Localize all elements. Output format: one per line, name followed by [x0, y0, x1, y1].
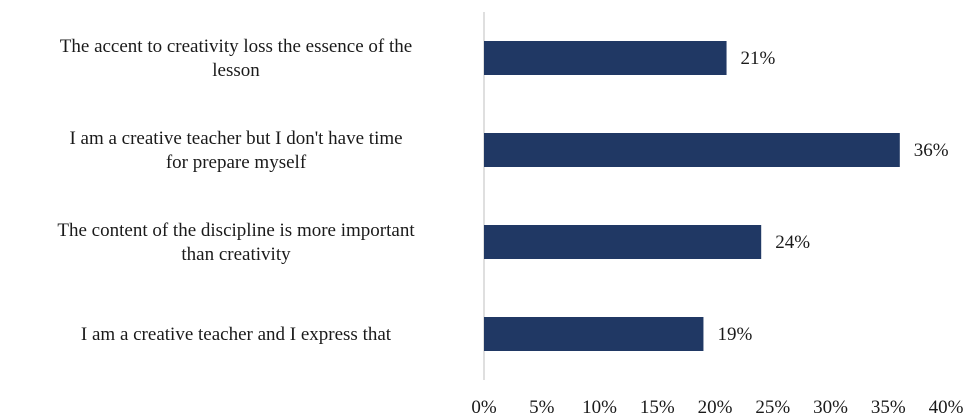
x-tick-label: 10% [582, 397, 617, 418]
x-tick-label: 15% [640, 397, 675, 418]
data-label: 19% [717, 324, 752, 345]
category-label-line: The content of the discipline is more im… [57, 220, 415, 241]
category-label-line: than creativity [181, 244, 291, 265]
x-tick-label: 0% [471, 397, 497, 418]
data-labels: 21% 36% 24% 19% [717, 48, 948, 345]
bars [484, 41, 900, 351]
bar [484, 133, 900, 167]
x-tick-label: 30% [813, 397, 848, 418]
x-tick-label: 40% [929, 397, 964, 418]
data-label: 24% [775, 232, 810, 253]
x-tick-label: 20% [698, 397, 733, 418]
category-label-line: The accent to creativity loss the essenc… [60, 36, 412, 57]
bar [484, 225, 762, 259]
category-label-line: I am a creative teacher and I express th… [81, 324, 392, 345]
category-label: I am a creative teacher but I don't have… [69, 128, 402, 173]
category-labels: The accent to creativity loss the essenc… [57, 36, 415, 345]
x-tick-label: 5% [529, 397, 555, 418]
category-label: The content of the discipline is more im… [57, 220, 415, 265]
bar [484, 317, 704, 351]
data-label: 21% [741, 48, 776, 69]
x-axis-tick-labels: 0% 5% 10% 15% 20% 25% 30% 35% 40% [471, 397, 963, 418]
category-label-line: I am a creative teacher but I don't have… [69, 128, 402, 149]
category-label-line: lesson [212, 60, 260, 81]
data-label: 36% [914, 140, 949, 161]
bar [484, 41, 727, 75]
x-tick-label: 25% [755, 397, 790, 418]
x-tick-label: 35% [871, 397, 906, 418]
category-label-line: for prepare myself [166, 152, 307, 173]
category-label: I am a creative teacher and I express th… [81, 324, 392, 345]
category-label: The accent to creativity loss the essenc… [60, 36, 412, 81]
